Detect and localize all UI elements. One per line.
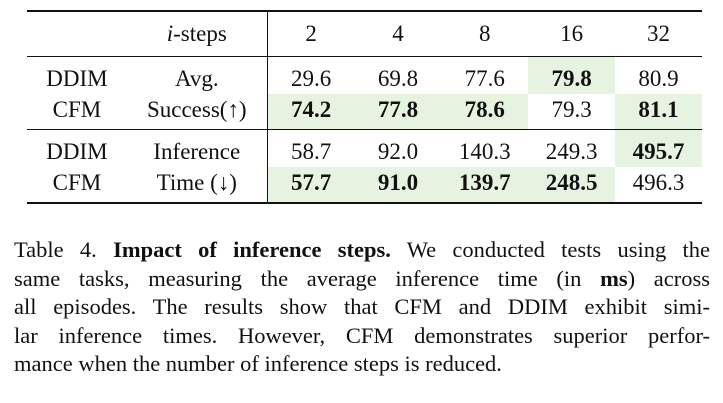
metric-cell: Success(↑) — [146, 97, 247, 122]
table-row: CFM Time (↓) 57.7 91.0 139.7 248.5 496.3 — [27, 167, 702, 204]
method-cell: DDIM — [27, 56, 127, 94]
header-step: 16 — [528, 10, 616, 57]
value-cell-best: 248.5 — [528, 167, 616, 204]
header-step: 4 — [354, 10, 442, 57]
value-cell: 58.7 — [266, 129, 355, 167]
value-cell-best: 91.0 — [354, 167, 442, 204]
steps-label-text: -steps — [173, 21, 227, 46]
method-cell: CFM — [27, 167, 127, 204]
metric-cell: Avg. — [126, 56, 268, 94]
value-cell: 79.3 — [551, 97, 592, 122]
method-cell: DDIM — [27, 129, 127, 167]
value-cell: 92.0 — [354, 129, 442, 167]
header-empty-method — [27, 10, 127, 57]
value-cell-best: 79.8 — [528, 56, 616, 94]
table-header-row: i-steps 2 4 8 16 32 — [27, 10, 702, 57]
results-table-container: i-steps 2 4 8 16 32 DDIM Avg. 29.6 69.8 … — [27, 10, 702, 204]
steps-variable: i — [166, 21, 174, 46]
caption-line: mance when the number of inference steps… — [14, 351, 502, 377]
value-cell-best: 57.7 — [266, 167, 355, 204]
value-cell: 249.3 — [528, 129, 616, 167]
method-cell: CFM — [52, 97, 102, 122]
caption-line: Table 4. Impact of inference steps. We c… — [14, 236, 710, 265]
value-cell: 80.9 — [615, 56, 702, 94]
value-cell-best: 139.7 — [441, 167, 529, 204]
caption-title: Impact of inference steps. — [113, 237, 391, 262]
header-step: 2 — [266, 10, 355, 57]
caption-text: same tasks, measuring the average infere… — [14, 265, 582, 291]
caption-line: all episodes. The results show that CFM … — [14, 294, 710, 320]
value-cell-best: 77.8 — [354, 94, 442, 130]
header-step: 8 — [441, 10, 529, 57]
header-step: 32 — [615, 10, 702, 57]
caption-text: We conducted tests using the — [406, 237, 710, 262]
metric-cell: Time (↓) — [126, 167, 268, 204]
caption-line: same tasks, measuring the average infere… — [14, 265, 710, 294]
value-cell: 140.3 — [441, 129, 529, 167]
table-row: DDIM Avg. 29.6 69.8 77.6 79.8 80.9 — [27, 56, 702, 94]
caption-text: ) across — [627, 265, 710, 291]
value-cell-best: 78.6 — [441, 94, 529, 130]
table-row: CFM Success(↑) 74.2 77.8 78.6 79.3 81.1 — [27, 94, 702, 130]
value-cell-best: 495.7 — [615, 129, 702, 167]
metric-cell: Inference — [126, 129, 268, 167]
header-steps-label: i-steps — [126, 10, 268, 57]
value-cell: 69.8 — [354, 56, 442, 94]
inference-steps-table: i-steps 2 4 8 16 32 DDIM Avg. 29.6 69.8 … — [27, 10, 702, 204]
caption-label: Table 4. — [14, 237, 97, 262]
table-caption: Table 4. Impact of inference steps. We c… — [14, 236, 710, 379]
value-cell: 496.3 — [615, 167, 702, 204]
table-row: DDIM Inference 58.7 92.0 140.3 249.3 495… — [27, 129, 702, 167]
value-cell-best: 81.1 — [615, 94, 702, 130]
value-cell-best: 74.2 — [266, 94, 355, 130]
value-cell: 29.6 — [266, 56, 355, 94]
caption-line: lar inference times. However, CFM demons… — [14, 322, 710, 348]
value-cell: 77.6 — [441, 56, 529, 94]
caption-unit: ms — [600, 265, 628, 291]
